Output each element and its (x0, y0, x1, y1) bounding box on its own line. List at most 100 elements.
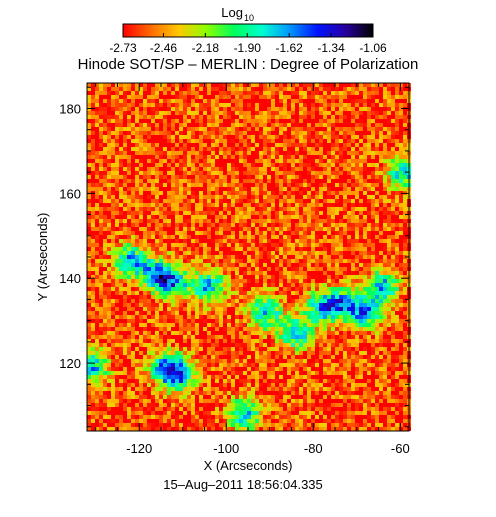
heatmap-cell (195, 131, 199, 135)
heatmap-cell (91, 299, 95, 303)
heatmap-cell (207, 223, 211, 227)
heatmap-cell (119, 83, 123, 87)
heatmap-cell (379, 91, 383, 95)
heatmap-cell (267, 123, 271, 127)
heatmap-cell (295, 291, 299, 295)
heatmap-cell (331, 103, 335, 107)
heatmap-cell (327, 179, 331, 183)
heatmap-cell (223, 119, 227, 123)
heatmap-cell (175, 87, 179, 91)
heatmap-cell (163, 155, 167, 159)
heatmap-cell (203, 195, 207, 199)
heatmap-cell (175, 147, 179, 151)
heatmap-cell (375, 147, 379, 151)
heatmap-cell (279, 167, 283, 171)
heatmap-cell (195, 95, 199, 99)
heatmap-cell (379, 203, 383, 207)
heatmap-cell (351, 87, 355, 91)
heatmap-cell (379, 283, 383, 287)
heatmap-cell (211, 179, 215, 183)
heatmap-cell (311, 143, 315, 147)
heatmap-cell (179, 239, 183, 243)
heatmap-cell (143, 139, 147, 143)
heatmap-cell (335, 271, 339, 275)
heatmap-cell (99, 171, 103, 175)
heatmap-cell (195, 155, 199, 159)
heatmap-cell (295, 203, 299, 207)
heatmap-cell (99, 227, 103, 231)
heatmap-cell (391, 163, 395, 167)
heatmap-cell (267, 227, 271, 231)
heatmap-cell (367, 323, 371, 327)
heatmap-cell (95, 239, 99, 243)
heatmap-cell (303, 199, 307, 203)
heatmap-cell (191, 255, 195, 259)
heatmap-cell (115, 163, 119, 167)
heatmap-cell (127, 287, 131, 291)
heatmap-cell (259, 83, 263, 87)
heatmap-cell (155, 195, 159, 199)
heatmap-cell (131, 235, 135, 239)
heatmap-cell (155, 215, 159, 219)
heatmap-cell (243, 319, 247, 323)
heatmap-cell (203, 295, 207, 299)
heatmap-cell (371, 103, 375, 107)
heatmap-cell (111, 223, 115, 227)
heatmap-cell (171, 323, 175, 327)
heatmap-cell (163, 251, 167, 255)
heatmap-cell (251, 307, 255, 311)
heatmap-cell (207, 243, 211, 247)
heatmap-cell (199, 195, 203, 199)
heatmap-cell (107, 295, 111, 299)
heatmap-cell (155, 267, 159, 271)
heatmap-cell (159, 291, 163, 295)
heatmap-cell (335, 207, 339, 211)
heatmap-cell (231, 203, 235, 207)
heatmap-cell (291, 239, 295, 243)
heatmap-cell (339, 323, 343, 327)
heatmap-cell (235, 103, 239, 107)
heatmap-cell (159, 123, 163, 127)
heatmap-cell (123, 91, 127, 95)
heatmap-cell (303, 299, 307, 303)
heatmap-cell (191, 191, 195, 195)
heatmap-cell (307, 123, 311, 127)
heatmap-cell (199, 283, 203, 287)
heatmap-cell (339, 147, 343, 151)
heatmap-cell (283, 155, 287, 159)
heatmap-cell (219, 115, 223, 119)
heatmap-cell (239, 83, 243, 87)
heatmap-cell (267, 243, 271, 247)
heatmap-cell (247, 323, 251, 327)
heatmap-cell (327, 211, 331, 215)
heatmap-cell (323, 283, 327, 287)
heatmap-cell (155, 275, 159, 279)
heatmap-cell (335, 183, 339, 187)
heatmap-cell (171, 255, 175, 259)
heatmap-cell (271, 187, 275, 191)
heatmap-cell (347, 227, 351, 231)
heatmap-cell (315, 271, 319, 275)
heatmap-cell (307, 215, 311, 219)
heatmap-cell (343, 319, 347, 323)
heatmap-cell (359, 215, 363, 219)
heatmap-cell (147, 283, 151, 287)
heatmap-cell (299, 159, 303, 163)
heatmap-cell (191, 199, 195, 203)
heatmap-cell (187, 159, 191, 163)
heatmap-cell (103, 275, 107, 279)
heatmap-cell (123, 187, 127, 191)
heatmap-cell (367, 171, 371, 175)
heatmap-cell (211, 247, 215, 251)
heatmap-cell (347, 263, 351, 267)
heatmap-cell (91, 159, 95, 163)
colorbar-tick-label: -1.34 (317, 41, 345, 55)
heatmap-cell (311, 307, 315, 311)
heatmap-cell (183, 139, 187, 143)
heatmap-cell (303, 123, 307, 127)
heatmap-cell (171, 111, 175, 115)
heatmap-cell (367, 267, 371, 271)
heatmap-cell (319, 167, 323, 171)
heatmap-cell (199, 87, 203, 91)
heatmap-cell (331, 287, 335, 291)
